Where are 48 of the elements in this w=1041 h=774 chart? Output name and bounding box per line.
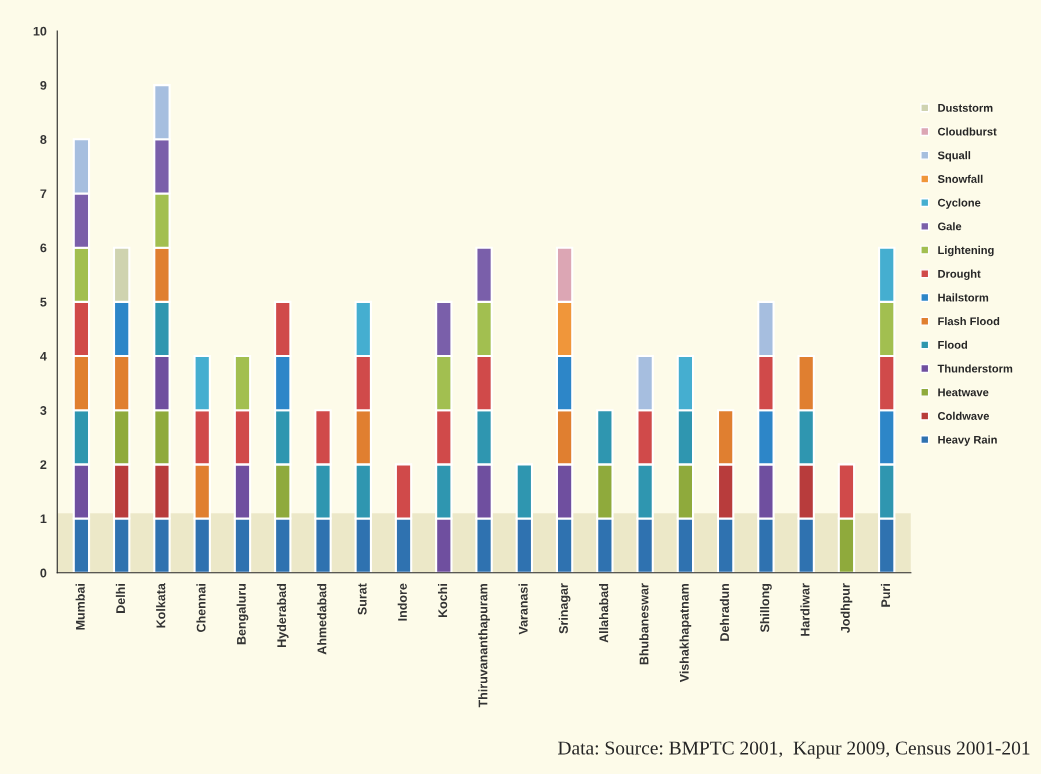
- legend-label: Drought: [938, 269, 981, 280]
- x-tick-label: Mumbai: [75, 584, 85, 630]
- legend-label: Coldwave: [938, 411, 990, 420]
- legend-label: Thunderstorm: [937, 364, 1013, 373]
- legend-label: Cloudburst: [938, 127, 997, 136]
- x-tick-label: Vishakhapatnam: [679, 583, 692, 683]
- x-tick-label: Varanasi: [518, 584, 528, 635]
- y-tick-label: 9: [40, 80, 47, 90]
- y-tick-label: 7: [40, 189, 47, 199]
- x-tick-label: Srinagar: [558, 583, 571, 634]
- y-tick-label: 5: [40, 297, 47, 307]
- legend-label: Cyclone: [938, 198, 981, 209]
- x-tick-label: Hyderabad: [276, 584, 289, 647]
- legend-label: Flash Flood: [938, 317, 1000, 326]
- x-tick-label: Kolkata: [156, 583, 166, 628]
- y-tick-label: 3: [40, 406, 47, 415]
- x-tick-label: Hardiwar: [800, 583, 810, 636]
- y-tick-label: 1: [40, 514, 47, 524]
- legend-label: Snowfall: [937, 174, 983, 183]
- legend-label: Squall: [937, 151, 971, 162]
- x-tick-label: Thiruvananthapuram: [478, 583, 490, 708]
- legend-label: Lightening: [938, 245, 994, 257]
- x-tick-label: Bengaluru: [236, 584, 249, 645]
- x-tick-label: Delhi: [115, 584, 126, 613]
- x-tick-label: Ahmedabad: [317, 584, 327, 655]
- legend-label: Heatwave: [938, 388, 989, 397]
- x-tick-label: Kochi: [437, 584, 448, 618]
- x-tick-label: Shillong: [760, 584, 772, 633]
- text: Data: Source: BMPTC 2001, Kapur 2009, Census 2001-201: [558, 741, 1030, 759]
- x-tick-label: Indore: [397, 583, 407, 621]
- x-tick-label: Puri: [880, 584, 891, 607]
- x-tick-label: Chennai: [196, 584, 206, 632]
- y-tick-label: 10: [33, 26, 47, 36]
- legend-label: Heavy Rain: [938, 435, 997, 446]
- x-tick-label: Allahabad: [599, 583, 609, 643]
- y-tick-label: 0: [40, 568, 47, 578]
- x-tick-label: Jodhpur: [840, 583, 853, 633]
- legend-label: Gale: [938, 222, 962, 231]
- x-tick-label: Dehradun: [719, 583, 730, 641]
- y-tick-label: 8: [40, 135, 47, 144]
- legend-label: Flood: [938, 340, 968, 349]
- x-tick-label: Surat: [357, 583, 367, 615]
- x-tick-label: Bhubaneswar: [639, 583, 649, 665]
- y-tick-label: 4: [40, 351, 47, 361]
- y-tick-label: 2: [40, 460, 47, 469]
- y-tick-label: 6: [40, 243, 47, 253]
- legend-label: Hailstorm: [938, 293, 989, 302]
- legend-label: Duststorm: [938, 104, 993, 112]
